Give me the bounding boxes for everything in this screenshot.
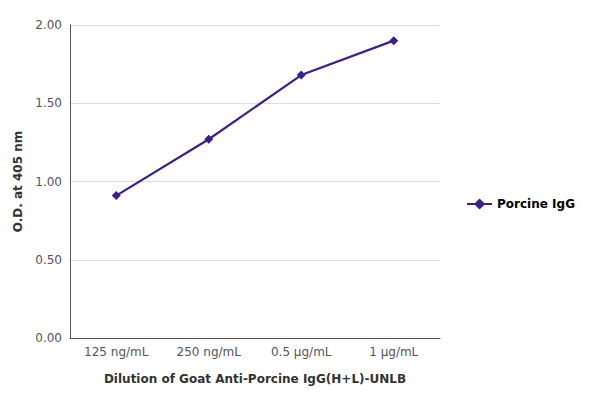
- svg-text:0.00: 0.00: [35, 331, 62, 345]
- svg-text:1.00: 1.00: [35, 175, 62, 189]
- svg-text:Dilution of Goat Anti-Porcine: Dilution of Goat Anti-Porcine IgG(H+L)-U…: [104, 372, 406, 386]
- svg-text:Porcine IgG: Porcine IgG: [497, 197, 575, 211]
- svg-text:1 μg/mL: 1 μg/mL: [369, 345, 418, 359]
- svg-text:2.00: 2.00: [35, 18, 62, 32]
- svg-text:250 ng/mL: 250 ng/mL: [177, 345, 242, 359]
- svg-text:0.50: 0.50: [35, 253, 62, 267]
- svg-text:1.50: 1.50: [35, 96, 62, 110]
- svg-text:125 ng/mL: 125 ng/mL: [84, 345, 149, 359]
- svg-text:0.5 μg/mL: 0.5 μg/mL: [271, 345, 332, 359]
- svg-text:O.D. at 405 nm: O.D. at 405 nm: [11, 131, 25, 232]
